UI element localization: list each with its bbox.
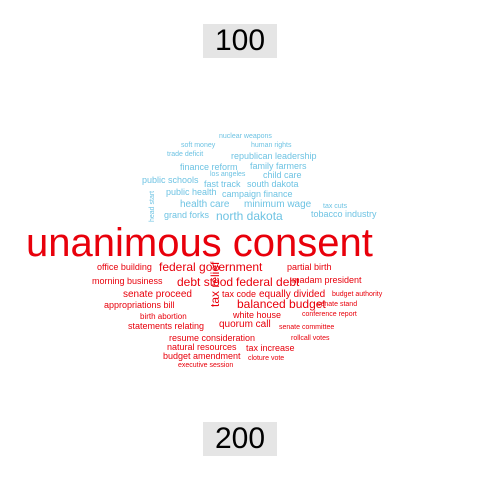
word-federal-government: federal government <box>159 260 263 274</box>
word-south-dakota: south dakota <box>247 179 299 189</box>
word-head-start: head start <box>149 190 156 222</box>
word-human-rights: human rights <box>251 142 292 149</box>
word-fast-track: fast track <box>204 179 241 189</box>
bottom-group-label: 200 <box>203 422 277 456</box>
word-equally-divided: equally divided <box>259 289 326 300</box>
top-group-label: 100 <box>203 24 277 58</box>
word-resume-consideration: resume consideration <box>169 333 256 343</box>
word-tax-increase: tax increase <box>246 343 295 353</box>
word-statements-relating: statements relating <box>128 321 205 331</box>
word-republican-leadership: republican leadership <box>231 151 317 161</box>
word-quorum-call: quorum call <box>219 319 271 330</box>
word-appropriations-bill: appropriations bill <box>104 300 175 310</box>
word-executive-session: executive session <box>178 362 234 369</box>
word-office-building: office building <box>97 262 152 272</box>
word-soft-money: soft money <box>181 142 216 149</box>
word-campaign-finance: campaign finance <box>222 189 293 199</box>
word-nuclear-weapons: nuclear weapons <box>219 133 272 140</box>
word-minimum-wage: minimum wage <box>244 199 312 210</box>
word-balanced-budget: balanced budget <box>237 297 326 311</box>
word-public-health: public health <box>166 187 217 197</box>
word-senate-committee: senate committee <box>279 324 335 331</box>
word-partial-birth: partial birth <box>287 262 332 272</box>
word-trade-deficit: trade deficit <box>167 151 204 158</box>
word-budget-amendment: budget amendment <box>163 351 241 361</box>
word-budget-authority: budget authority <box>332 291 383 298</box>
word-family-farmers: family farmers <box>250 161 307 171</box>
word-north-dakota: north dakota <box>216 209 283 223</box>
word-birth-abortion: birth abortion <box>140 312 187 321</box>
word-conference-report: conference report <box>302 311 357 318</box>
word-public-schools: public schools <box>142 175 199 185</box>
word-federal-debt: federal debt <box>236 275 300 289</box>
word-child-care: child care <box>263 170 302 180</box>
word-senate-stand: senate stand <box>317 301 358 308</box>
word-senate-proceed: senate proceed <box>123 289 192 300</box>
word-finance-reform: finance reform <box>180 162 238 172</box>
word-natural-resources: natural resources <box>167 342 237 352</box>
word-tax-relief: tax relief <box>208 261 222 307</box>
word-health-care: health care <box>180 199 230 210</box>
word-grand-forks: grand forks <box>164 210 210 220</box>
word-rollcall-votes: rollcall votes <box>291 335 330 342</box>
word-tax-code: tax code <box>222 289 257 299</box>
word-morning-business: morning business <box>92 276 163 286</box>
word-tobacco-industry: tobacco industry <box>311 209 377 219</box>
word-white-house: white house <box>233 310 282 320</box>
word-cloture-vote: cloture vote <box>248 355 285 362</box>
word-madam-president: madam president <box>292 275 362 285</box>
word-los-angeles: los angeles <box>210 171 246 178</box>
word-tax-cuts: tax cuts <box>323 203 348 210</box>
word-unanimous-consent: unanimous consent <box>26 221 373 265</box>
word-debt-stood: debt stood <box>177 275 234 289</box>
